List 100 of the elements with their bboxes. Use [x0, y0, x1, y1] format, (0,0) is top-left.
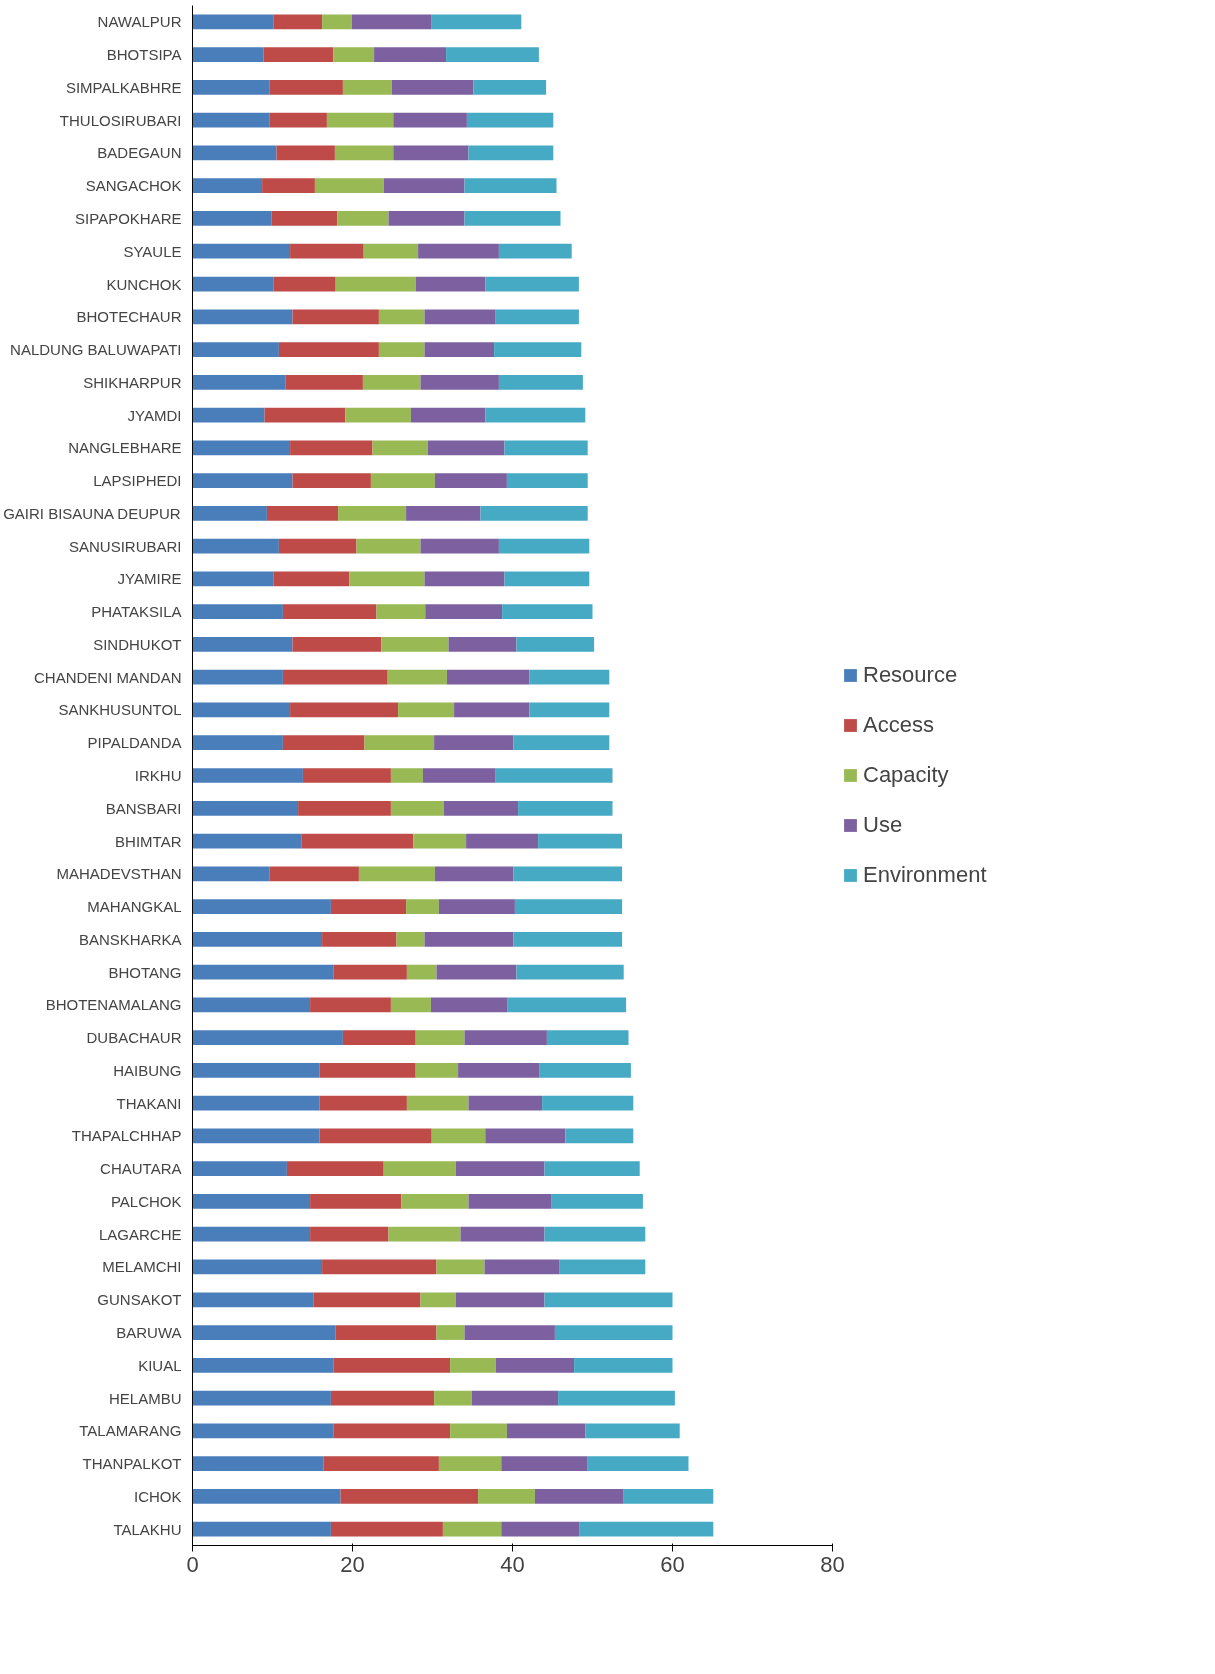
- bar: [278, 538, 357, 554]
- bar: [349, 571, 425, 587]
- bar: [266, 506, 339, 521]
- bar: [322, 931, 397, 947]
- bar: [431, 14, 522, 30]
- bar: [192, 1488, 341, 1504]
- bar: [282, 735, 365, 751]
- bar: [466, 833, 539, 849]
- bar: [565, 1128, 634, 1144]
- bar: [192, 1030, 343, 1045]
- bar: [335, 1325, 437, 1340]
- bar: [410, 407, 486, 423]
- y-tick-label: NAWALPUR: [97, 13, 182, 31]
- bar: [192, 735, 283, 751]
- y-tick-label: BADEGAUN: [97, 144, 182, 162]
- x-tick-label: 80: [820, 1551, 845, 1577]
- bar: [269, 112, 327, 128]
- bar: [340, 1488, 479, 1504]
- bar: [276, 145, 335, 161]
- bar: [458, 1063, 540, 1078]
- bar: [322, 1259, 437, 1275]
- bar: [192, 964, 334, 980]
- bar: [356, 538, 421, 554]
- bar: [420, 1292, 456, 1308]
- y-tick-label: TALAKHU: [113, 1520, 182, 1538]
- y-tick-label: BHOTENAMALANG: [45, 996, 182, 1014]
- y-tick-label: LAPSIPHEDI: [93, 472, 182, 490]
- bar: [192, 178, 263, 194]
- y-tick-label: SANUSIRUBARI: [68, 537, 182, 555]
- bar: [192, 899, 331, 914]
- bar: [310, 1194, 402, 1209]
- bar: [464, 178, 557, 194]
- bar: [278, 342, 379, 357]
- bar: [498, 374, 583, 390]
- bar: [372, 440, 428, 456]
- bar: [406, 964, 437, 980]
- bar: [310, 1226, 389, 1242]
- y-tick-label: GUNSAKOT: [97, 1291, 182, 1309]
- bar: [546, 1030, 629, 1045]
- bar: [501, 1456, 588, 1471]
- bar: [506, 473, 588, 488]
- bar: [192, 637, 293, 652]
- bar: [290, 243, 364, 259]
- bar: [424, 309, 496, 325]
- y-tick-label: THAPALCHHAP: [71, 1127, 182, 1145]
- bar: [192, 342, 279, 357]
- bar: [420, 374, 499, 390]
- bar: [192, 1521, 331, 1537]
- bar: [192, 80, 270, 95]
- bar: [292, 473, 371, 488]
- bar: [518, 800, 613, 816]
- bar: [362, 374, 421, 390]
- bar: [413, 833, 467, 849]
- bar: [542, 1095, 634, 1111]
- y-tick-label: GAIRI BISAUNA DEUPUR: [3, 504, 181, 522]
- bar: [420, 538, 499, 554]
- bar: [415, 1030, 465, 1045]
- bar: [319, 1128, 432, 1144]
- bar: [468, 1095, 543, 1111]
- y-tick-label: CHANDENI MANDAN: [33, 668, 182, 686]
- bar: [290, 440, 373, 456]
- bar: [450, 1357, 496, 1373]
- bar: [271, 211, 338, 226]
- bar: [388, 211, 465, 226]
- x-tick-label: 0: [186, 1551, 199, 1577]
- bar: [301, 833, 414, 849]
- bar: [290, 702, 399, 718]
- bar: [378, 309, 425, 325]
- x-tick-label: 20: [340, 1551, 365, 1577]
- bar: [313, 1292, 421, 1308]
- bar: [446, 47, 539, 63]
- bar: [192, 1292, 314, 1308]
- bar: [446, 669, 530, 685]
- bar: [192, 1063, 320, 1078]
- bar: [434, 473, 507, 488]
- bar: [192, 1456, 324, 1471]
- bar: [370, 473, 435, 488]
- bar: [264, 407, 346, 423]
- y-tick-label: NANGLEBHARE: [68, 439, 182, 457]
- legend-label: Capacity: [863, 762, 949, 788]
- y-tick-label: THANPALKOT: [82, 1455, 182, 1473]
- bar: [338, 506, 407, 521]
- bar: [376, 604, 426, 620]
- bar: [192, 440, 291, 456]
- bar: [273, 571, 350, 587]
- bar: [538, 833, 623, 849]
- bar: [330, 899, 407, 914]
- bar: [418, 243, 499, 259]
- bar: [302, 768, 391, 783]
- y-tick-label: BHOTSIPA: [106, 46, 182, 64]
- legend-label: Use: [863, 812, 903, 838]
- y-tick-label: SANGACHOK: [85, 177, 182, 195]
- bar: [485, 407, 586, 423]
- bar: [468, 1194, 552, 1209]
- bar: [192, 1390, 331, 1406]
- bar: [285, 374, 363, 390]
- bar: [514, 899, 623, 914]
- bar: [529, 702, 610, 718]
- bar: [292, 637, 382, 652]
- bar: [529, 669, 610, 685]
